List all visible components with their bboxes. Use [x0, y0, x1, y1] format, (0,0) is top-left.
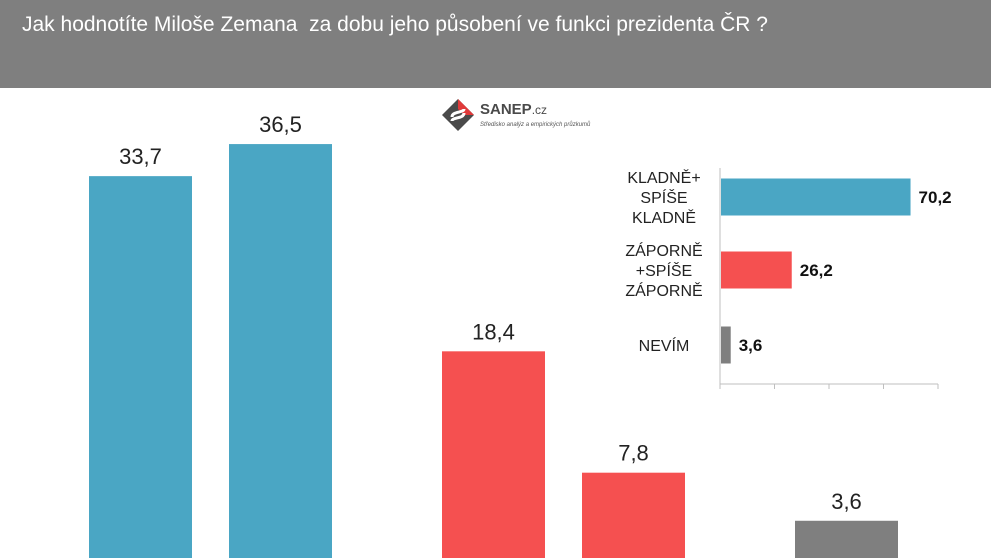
inset-category-label-0-1: SPÍŠE [640, 188, 687, 207]
inset-category-label-0-2: KLADNĚ [632, 208, 696, 227]
bar-2 [442, 351, 545, 558]
inset-bar-1 [721, 251, 792, 289]
inset-bar-value-1: 26,2 [800, 261, 833, 280]
sanep-logo-icon [442, 99, 474, 131]
bar-value-label-2: 18,4 [472, 319, 515, 344]
inset-category-label-1-2: ZÁPORNĚ [625, 281, 702, 300]
inset-bar-0 [721, 178, 911, 216]
bar-value-label-3: 7,8 [618, 441, 649, 466]
bar-1 [229, 144, 332, 558]
bar-3 [582, 472, 685, 558]
bar-value-label-0: 33,7 [119, 144, 162, 169]
inset-bar-2 [721, 326, 731, 364]
bar-0 [89, 176, 192, 558]
bar-4 [795, 520, 898, 558]
inset-category-label-1-1: +SPÍŠE [636, 261, 692, 280]
bar-value-label-4: 3,6 [831, 489, 862, 514]
inset-category-label-2-0: NEVÍM [639, 336, 690, 355]
logo-wordmark: SANEP.cz [480, 101, 548, 118]
inset-bar-value-0: 70,2 [919, 188, 952, 207]
page-title: Jak hodnotíte Miloše Zemana za dobu jeho… [22, 13, 768, 36]
inset-category-label-0-0: KLADNĚ+ [627, 168, 700, 187]
sanep-logo: SANEP.cz Středisko analýz a empirických … [440, 97, 600, 137]
bar-value-label-1: 36,5 [259, 112, 302, 137]
inset-bar-value-2: 3,6 [739, 336, 763, 355]
header-bar: Jak hodnotíte Miloše Zemana za dobu jeho… [0, 0, 991, 88]
logo-subtitle: Středisko analýz a empirických průzkumů [480, 122, 591, 128]
inset-category-label-1-0: ZÁPORNĚ [625, 241, 702, 260]
